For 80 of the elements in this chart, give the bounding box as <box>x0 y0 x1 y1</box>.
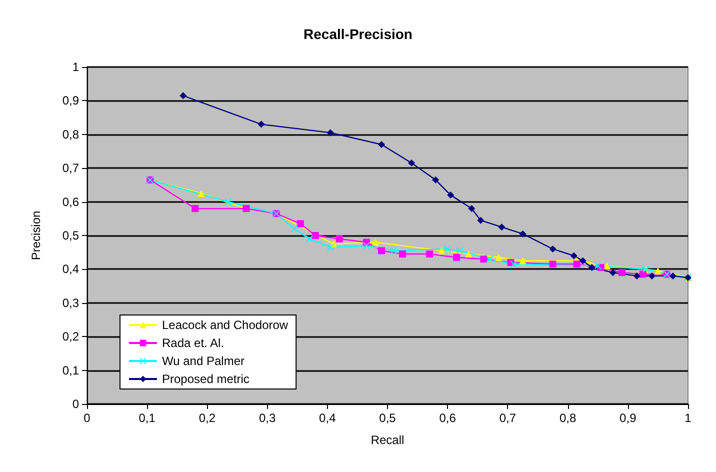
point <box>336 235 343 242</box>
point <box>639 270 646 278</box>
legend-label: Proposed metric <box>162 372 250 386</box>
point <box>399 250 406 258</box>
point <box>372 238 379 246</box>
point <box>603 262 610 270</box>
point <box>378 247 385 254</box>
point <box>408 160 416 167</box>
point <box>326 129 334 136</box>
x-tick-label: 0,2 <box>198 411 216 425</box>
point <box>495 254 502 261</box>
point <box>362 242 370 250</box>
point <box>390 247 398 254</box>
point <box>192 205 199 212</box>
point <box>570 252 578 260</box>
x-tick-label: 0,5 <box>379 411 396 425</box>
y-tick-label: 0,5 <box>62 228 80 242</box>
x-tick-label: 0 <box>84 411 91 425</box>
point <box>480 256 488 263</box>
point <box>669 272 676 280</box>
x-tick-label: 0,9 <box>620 411 637 425</box>
point <box>510 260 518 268</box>
point <box>477 216 484 224</box>
point <box>549 260 556 268</box>
point <box>519 230 526 238</box>
point <box>648 272 656 280</box>
point <box>426 250 434 258</box>
point <box>654 267 662 274</box>
x-tick-label: 0,6 <box>439 411 456 425</box>
point <box>290 225 298 232</box>
y-tick-label: 0,9 <box>62 94 80 108</box>
y-tick-label: 0,4 <box>62 262 80 276</box>
point <box>618 269 626 276</box>
x-tick-label: 0,8 <box>559 411 576 425</box>
x-tick-label: 0,1 <box>138 411 156 425</box>
point <box>306 235 313 242</box>
y-tick-label: 0,6 <box>62 194 80 209</box>
point <box>465 250 472 258</box>
x-axis-title: Recall <box>370 433 404 447</box>
point <box>447 192 454 199</box>
point <box>312 232 319 239</box>
point <box>444 245 452 252</box>
point <box>468 205 476 212</box>
point <box>456 247 464 254</box>
y-axis-title: Precision <box>29 210 43 260</box>
y-tick-label: 0 <box>72 397 80 411</box>
point <box>326 244 334 251</box>
point <box>498 224 506 231</box>
y-tick-label: 0,8 <box>62 127 80 142</box>
chart-title: Recall-Precision <box>304 26 412 42</box>
point <box>438 247 446 254</box>
point <box>432 176 440 184</box>
point <box>453 254 460 261</box>
point <box>594 262 602 270</box>
y-tick-label: 0,2 <box>62 330 80 344</box>
point <box>573 260 580 268</box>
point <box>519 257 526 264</box>
point <box>198 190 205 197</box>
point <box>224 198 232 206</box>
y-tick-label: 1 <box>72 60 80 74</box>
legend-label: Wu and Palmer <box>162 354 244 368</box>
y-tick-label: 0,7 <box>62 161 80 176</box>
y-tick-label: 0,3 <box>62 296 80 310</box>
x-tick-label: 0,4 <box>319 411 336 425</box>
point <box>180 92 187 100</box>
point <box>486 256 494 263</box>
legend-label: Rada et. Al. <box>162 336 224 350</box>
point <box>609 269 616 276</box>
point <box>296 220 304 228</box>
y-tick-label: 0,1 <box>62 363 80 378</box>
x-tick-label: 0,3 <box>258 411 276 425</box>
point <box>633 272 640 280</box>
point <box>549 245 556 252</box>
point <box>588 264 596 272</box>
x-tick-label: 0,7 <box>499 411 516 425</box>
x-tick-label: 1 <box>684 411 692 425</box>
point <box>378 141 385 148</box>
legend-label: Leacock and Chodorow <box>162 318 288 332</box>
point <box>258 120 265 128</box>
point <box>579 257 586 264</box>
